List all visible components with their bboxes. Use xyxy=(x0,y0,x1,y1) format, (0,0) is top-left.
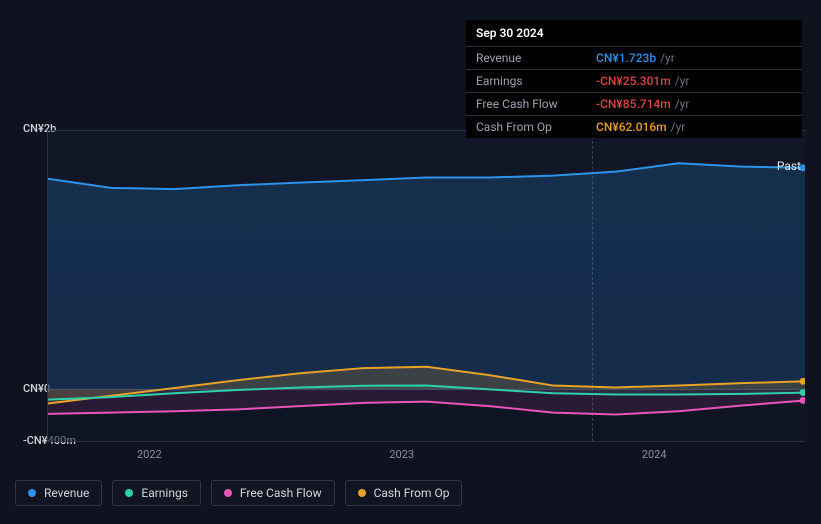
tooltip-value: -CN¥25.301m/yr xyxy=(596,74,792,88)
legend-dot-icon xyxy=(358,489,366,497)
legend-label: Earnings xyxy=(141,486,188,500)
tooltip-date: Sep 30 2024 xyxy=(466,20,802,46)
legend-label: Free Cash Flow xyxy=(240,486,322,500)
tooltip-row: Free Cash Flow -CN¥85.714m/yr xyxy=(466,92,802,115)
legend-dot-icon xyxy=(125,489,133,497)
tooltip-value: CN¥62.016m/yr xyxy=(596,120,792,134)
x-tick-label: 2023 xyxy=(389,448,414,461)
x-tick-label: 2022 xyxy=(137,448,162,461)
tooltip-label: Cash From Op xyxy=(476,120,596,134)
past-label: Past xyxy=(777,159,801,173)
legend-item-free-cash-flow[interactable]: Free Cash Flow xyxy=(211,480,335,506)
tooltip-value: -CN¥85.714m/yr xyxy=(596,97,792,111)
financial-chart[interactable]: CN¥2b CN¥0 -CN¥400m Past 2022 2023 2024 … xyxy=(15,120,805,460)
tooltip-label: Revenue xyxy=(476,51,596,65)
legend-label: Cash From Op xyxy=(374,486,450,500)
tooltip-row: Earnings -CN¥25.301m/yr xyxy=(466,69,802,92)
tooltip-row: Cash From Op CN¥62.016m/yr xyxy=(466,115,802,138)
tooltip-label: Free Cash Flow xyxy=(476,97,596,111)
legend-label: Revenue xyxy=(44,486,89,500)
chart-plot-area: Past xyxy=(47,130,805,442)
legend-item-revenue[interactable]: Revenue xyxy=(15,480,102,506)
legend-item-cash-from-op[interactable]: Cash From Op xyxy=(345,480,463,506)
x-tick-label: 2024 xyxy=(642,448,667,461)
tooltip-value: CN¥1.723b/yr xyxy=(596,51,792,65)
legend-item-earnings[interactable]: Earnings xyxy=(112,480,201,506)
tooltip-row: Revenue CN¥1.723b/yr xyxy=(466,46,802,69)
tooltip-label: Earnings xyxy=(476,74,596,88)
chart-legend: Revenue Earnings Free Cash Flow Cash Fro… xyxy=(15,480,462,506)
legend-dot-icon xyxy=(224,489,232,497)
chart-svg xyxy=(48,131,805,441)
chart-tooltip: Sep 30 2024 Revenue CN¥1.723b/yr Earning… xyxy=(466,20,802,138)
x-axis: 2022 2023 2024 xyxy=(47,448,805,468)
legend-dot-icon xyxy=(28,489,36,497)
